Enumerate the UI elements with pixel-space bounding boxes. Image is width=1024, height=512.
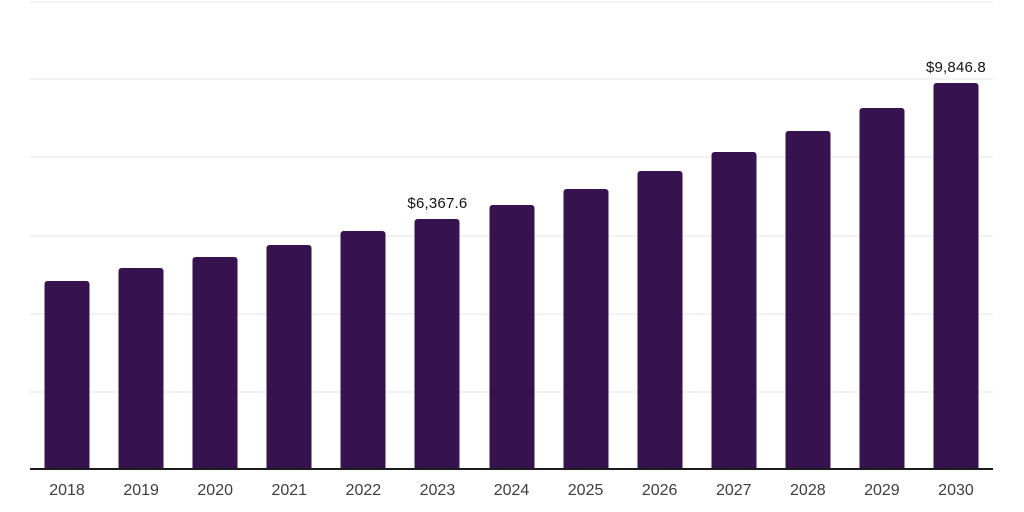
x-tick-2018: 2018 bbox=[49, 482, 85, 499]
bar-2027[interactable] bbox=[711, 151, 757, 468]
bar-slot-2020 bbox=[178, 1, 252, 468]
bar-2029[interactable] bbox=[859, 107, 905, 468]
x-tick-2020: 2020 bbox=[197, 482, 233, 499]
gridline-10000 bbox=[30, 78, 993, 81]
bar-slot-2026 bbox=[623, 1, 697, 468]
bar-value-label-2030: $9,846.8 bbox=[925, 59, 986, 77]
gridline-12000 bbox=[30, 1, 993, 3]
x-axis: 2018 2019 2020 2021 2022 2023 2024 2025 2026 2027… bbox=[30, 482, 993, 504]
bar-2021[interactable] bbox=[266, 244, 312, 468]
bar-value-label-2023: $6,367.6 bbox=[407, 195, 468, 213]
bar-2025[interactable] bbox=[563, 189, 609, 468]
bar-slot-2030: $9,846.8 bbox=[919, 1, 993, 468]
x-tick-2025: 2025 bbox=[567, 482, 604, 499]
bar-slot-2022 bbox=[326, 1, 400, 468]
bar-2022[interactable] bbox=[340, 230, 386, 468]
bar-2018[interactable] bbox=[44, 280, 90, 468]
plot-area: $6,367.6 $9,846.8 bbox=[30, 1, 993, 470]
x-tick-2019: 2019 bbox=[123, 482, 159, 499]
bar-series: $6,367.6 $9,846.8 bbox=[30, 1, 993, 468]
x-tick-2024: 2024 bbox=[493, 482, 530, 499]
bar-2024[interactable] bbox=[489, 204, 534, 468]
bar-2019[interactable] bbox=[118, 268, 164, 468]
bar-2030[interactable] bbox=[933, 83, 979, 468]
bar-slot-2019 bbox=[104, 1, 178, 468]
bar-slot-2025 bbox=[549, 1, 623, 468]
bar-slot-2018 bbox=[30, 1, 104, 468]
bar-slot-2027 bbox=[697, 1, 771, 468]
x-tick-2023: 2023 bbox=[419, 482, 456, 499]
bar-2028[interactable] bbox=[785, 130, 831, 468]
x-tick-2027: 2027 bbox=[715, 482, 752, 499]
x-tick-2028: 2028 bbox=[790, 482, 826, 499]
bar-slot-2029 bbox=[845, 1, 919, 468]
bar-slot-2023: $6,367.6 bbox=[400, 1, 474, 468]
bar-2020[interactable] bbox=[192, 256, 238, 468]
x-tick-2022: 2022 bbox=[345, 482, 382, 499]
bar-2023[interactable] bbox=[414, 219, 460, 468]
bar-2026[interactable] bbox=[637, 170, 683, 468]
bar-slot-2024 bbox=[474, 1, 548, 468]
x-tick-2021: 2021 bbox=[271, 482, 308, 499]
x-tick-2029: 2029 bbox=[864, 482, 900, 499]
gridline-8000 bbox=[30, 156, 993, 159]
x-tick-2030: 2030 bbox=[938, 482, 974, 499]
bar-slot-2028 bbox=[771, 1, 845, 468]
x-tick-2026: 2026 bbox=[641, 482, 678, 499]
bar-slot-2021 bbox=[252, 1, 326, 468]
